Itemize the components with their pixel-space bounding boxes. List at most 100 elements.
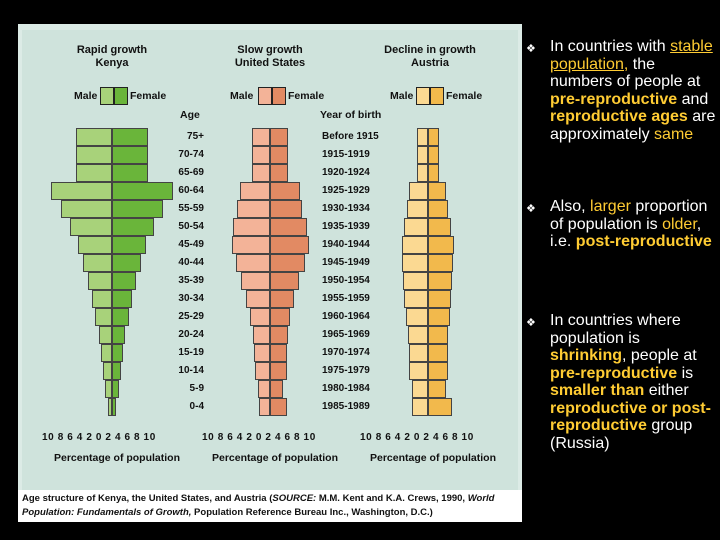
male-bar bbox=[259, 398, 270, 416]
male-bar bbox=[69, 218, 112, 236]
year-of-birth-label: 1955-1959 bbox=[322, 293, 370, 304]
female-bar bbox=[270, 254, 305, 272]
year-of-birth-label: 1935-1939 bbox=[322, 221, 370, 232]
male-bar bbox=[101, 344, 112, 362]
age-label: 30-34 bbox=[178, 293, 204, 304]
caption-source: SOURCE: bbox=[272, 493, 317, 504]
male-bar bbox=[240, 272, 270, 290]
female-bar bbox=[428, 182, 447, 200]
us-axis-ticks: 10 8 6 4 2 0 2 4 6 8 10 bbox=[202, 432, 316, 443]
female-bar bbox=[112, 128, 149, 146]
female-bar bbox=[428, 128, 440, 146]
text-run: stable population, bbox=[550, 38, 713, 73]
male-bar bbox=[416, 146, 428, 164]
male-bar bbox=[251, 164, 270, 182]
female-bar bbox=[270, 164, 288, 182]
age-label: 10-14 bbox=[178, 365, 204, 376]
austria-axis-ticks: 10 8 6 4 2 0 2 4 6 8 10 bbox=[360, 432, 474, 443]
kenya-title-line1: Rapid growth bbox=[76, 44, 148, 56]
year-of-birth-header: Year of birth bbox=[320, 109, 382, 121]
male-bar bbox=[82, 254, 112, 272]
age-label: 45-49 bbox=[178, 239, 204, 250]
text-run: is bbox=[677, 364, 694, 382]
female-bar bbox=[112, 380, 119, 398]
female-bar bbox=[428, 200, 449, 218]
text-run: reproductive or post-reproductive bbox=[550, 399, 711, 435]
female-bar bbox=[428, 326, 449, 344]
year-of-birth-label: 1965-1969 bbox=[322, 329, 370, 340]
age-label: 0-4 bbox=[189, 401, 204, 412]
age-label: 50-54 bbox=[178, 221, 204, 232]
us-title-line2: United States bbox=[234, 57, 306, 69]
us-xlabel: Percentage of population bbox=[212, 452, 339, 464]
us-female-label: Female bbox=[288, 90, 325, 102]
female-bar bbox=[270, 362, 287, 380]
us-title: Slow growth United States bbox=[220, 44, 320, 70]
age-label: 35-39 bbox=[178, 275, 204, 286]
us-female-swatch bbox=[272, 87, 286, 105]
age-label: 25-29 bbox=[178, 311, 204, 322]
year-of-birth-label: 1940-1944 bbox=[322, 239, 370, 250]
male-bar bbox=[94, 308, 112, 326]
text-run: , people at bbox=[622, 347, 697, 364]
male-bar bbox=[252, 326, 270, 344]
year-of-birth-label: 1960-1964 bbox=[322, 311, 370, 322]
austria-title: Decline in growth Austria bbox=[380, 44, 480, 70]
male-bar bbox=[408, 362, 428, 380]
female-bar bbox=[270, 272, 300, 290]
year-of-birth-label: 1930-1934 bbox=[322, 203, 370, 214]
age-label: 70-74 bbox=[178, 149, 204, 160]
male-bar bbox=[254, 344, 270, 362]
male-bar bbox=[412, 398, 428, 416]
female-bar bbox=[270, 200, 303, 218]
bullet-text: In countries where population is shrinki… bbox=[550, 312, 716, 452]
female-bar bbox=[112, 146, 149, 164]
female-bar bbox=[270, 398, 288, 416]
text-run: proportion of population is bbox=[550, 198, 708, 233]
austria-xlabel: Percentage of population bbox=[370, 452, 497, 464]
male-bar bbox=[402, 254, 428, 272]
female-bar bbox=[270, 290, 295, 308]
age-label: 15-19 bbox=[178, 347, 204, 358]
male-bar bbox=[60, 200, 112, 218]
text-run: either bbox=[644, 382, 689, 399]
female-bar bbox=[112, 272, 137, 290]
female-bar bbox=[112, 290, 133, 308]
age-label: 75+ bbox=[187, 131, 204, 142]
female-bar bbox=[428, 164, 440, 182]
female-bar bbox=[112, 362, 121, 380]
female-bar bbox=[270, 326, 288, 344]
female-bar bbox=[428, 272, 453, 290]
us-male-swatch bbox=[258, 87, 272, 105]
kenya-title: Rapid growth Kenya bbox=[62, 44, 162, 70]
kenya-male-swatch bbox=[100, 87, 114, 105]
male-bar bbox=[246, 290, 270, 308]
year-of-birth-label: 1970-1974 bbox=[322, 347, 370, 358]
austria-female-swatch bbox=[430, 87, 444, 105]
male-bar bbox=[105, 380, 112, 398]
female-bar bbox=[428, 254, 454, 272]
female-bar bbox=[270, 182, 300, 200]
figure-caption: Age structure of Kenya, the United State… bbox=[18, 490, 522, 522]
male-bar bbox=[404, 218, 428, 236]
bullet-text: Also, larger proportion of population is… bbox=[550, 198, 716, 251]
us-male-label: Male bbox=[230, 90, 254, 102]
female-bar bbox=[428, 308, 450, 326]
male-bar bbox=[402, 272, 428, 290]
age-pyramid-figure: Rapid growth Kenya Slow growth United St… bbox=[18, 24, 522, 522]
male-bar bbox=[258, 380, 270, 398]
text-run: are approximately bbox=[550, 108, 716, 143]
male-bar bbox=[51, 182, 112, 200]
male-bar bbox=[401, 236, 428, 254]
age-label: 5-9 bbox=[189, 383, 204, 394]
male-bar bbox=[408, 182, 428, 200]
text-run: In countries with bbox=[550, 38, 671, 55]
male-bar bbox=[75, 128, 112, 146]
year-of-birth-label: 1980-1984 bbox=[322, 383, 370, 394]
female-bar bbox=[270, 236, 309, 254]
female-bar bbox=[270, 308, 291, 326]
female-bar bbox=[428, 218, 452, 236]
female-bar bbox=[270, 128, 288, 146]
diamond-bullet-icon: ❖ bbox=[526, 203, 536, 215]
female-bar bbox=[428, 236, 454, 254]
